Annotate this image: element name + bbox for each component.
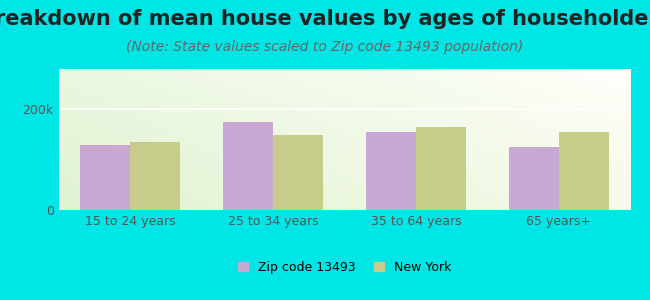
- Bar: [366, 132, 416, 210]
- Text: (Note: State values scaled to Zip code 13493 population): (Note: State values scaled to Zip code 1…: [126, 40, 524, 55]
- Bar: [509, 147, 559, 210]
- Legend: Zip code 13493, New York: Zip code 13493, New York: [231, 254, 458, 280]
- Bar: [80, 145, 130, 210]
- Bar: [416, 127, 466, 210]
- Bar: [130, 142, 180, 210]
- Text: Breakdown of mean house values by ages of householders: Breakdown of mean house values by ages o…: [0, 9, 650, 29]
- Bar: [223, 122, 273, 210]
- Bar: [559, 132, 609, 210]
- Bar: [273, 136, 323, 210]
